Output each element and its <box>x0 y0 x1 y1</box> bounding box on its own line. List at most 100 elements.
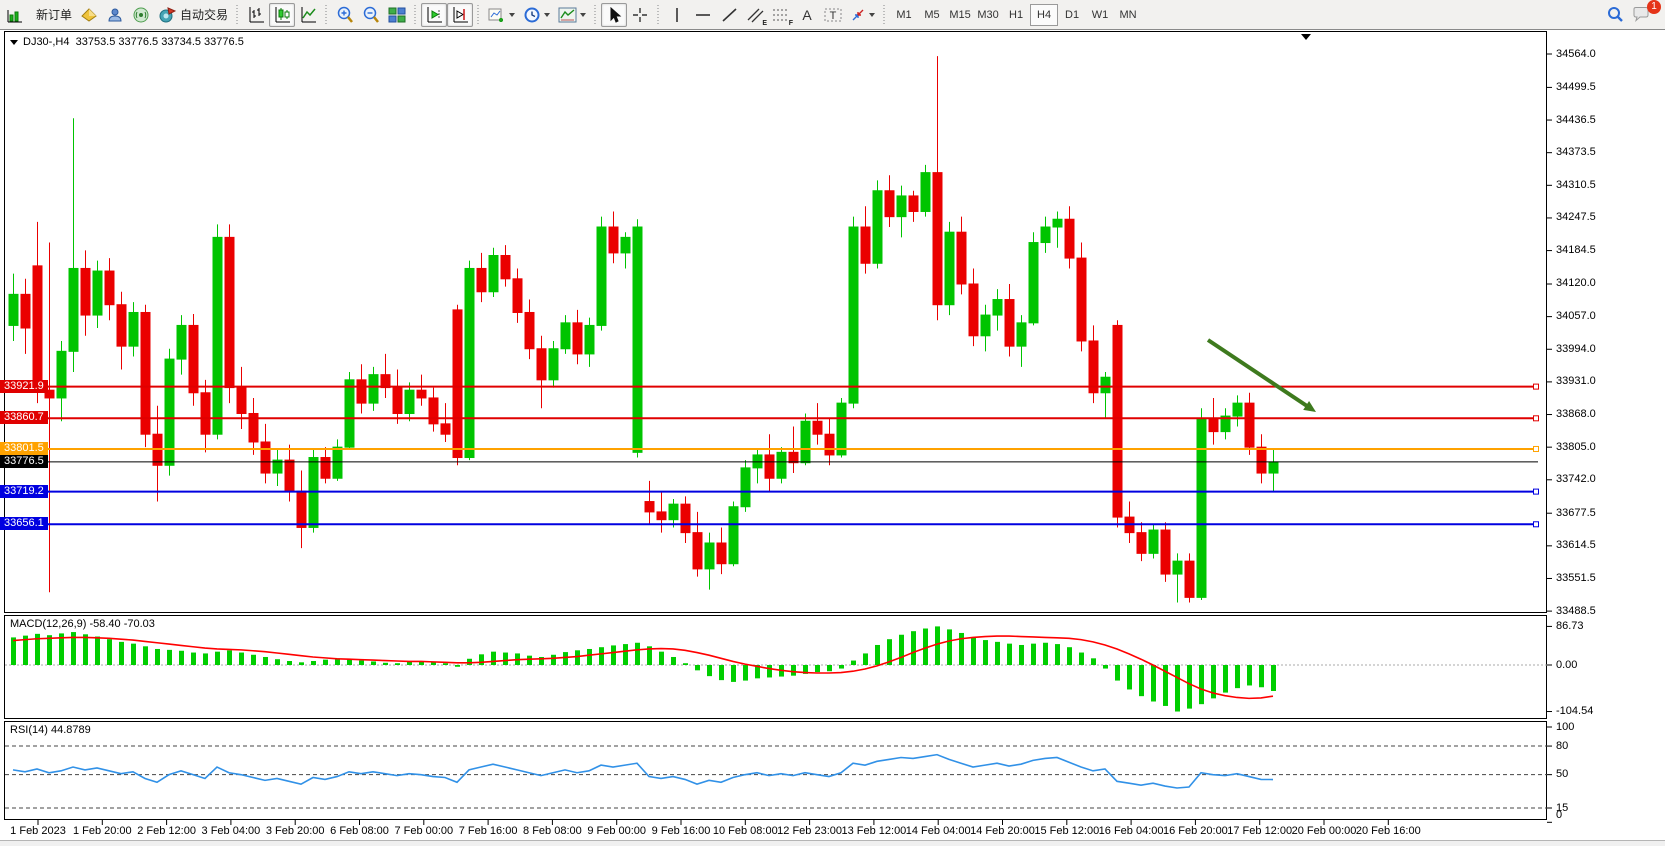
price-tick-label: 33614.5 <box>1556 539 1596 552</box>
community-button[interactable] <box>102 3 128 27</box>
rsi-axis-label: 100 <box>1556 720 1575 733</box>
market-depth-button[interactable] <box>76 3 102 27</box>
zoom-out-icon <box>363 6 380 23</box>
equidistant-channel-button[interactable]: E <box>742 3 768 27</box>
time-axis-label: 13 Feb 12:00 <box>841 825 907 837</box>
macd-axis-label: 0.00 <box>1556 658 1578 671</box>
signals-button[interactable] <box>128 3 154 27</box>
time-axis-label: 17 Feb 12:00 <box>1227 825 1293 837</box>
search-button[interactable] <box>1602 3 1628 27</box>
chart-shift-button[interactable] <box>447 2 474 27</box>
fibonacci-icon <box>773 9 789 20</box>
new-chart-button[interactable] <box>2 3 28 27</box>
main-chart-panel[interactable] <box>4 31 1547 613</box>
crosshair-button[interactable] <box>627 3 653 27</box>
price-tick-label: 34057.0 <box>1556 310 1596 323</box>
timeframe-button-h4[interactable]: H4 <box>1030 3 1059 26</box>
trendline-icon <box>721 7 737 22</box>
line-chart-button[interactable] <box>295 3 321 27</box>
time-axis-label: 2 Feb 12:00 <box>137 825 196 837</box>
chart-shift-icon <box>453 7 468 23</box>
status-strip <box>0 840 1665 846</box>
timeframe-toolbar: M1 M5 M15 M30 H1 H4 D1 W1 MN <box>890 3 1142 26</box>
toolbar-grip[interactable] <box>656 4 662 25</box>
timeframe-button-m30[interactable]: M30 <box>977 8 999 21</box>
dropdown-caret <box>869 12 876 17</box>
time-axis-label: 14 Feb 20:00 <box>970 825 1035 837</box>
templates-button[interactable] <box>554 3 590 27</box>
zoom-in-button[interactable] <box>332 3 358 27</box>
timeframe-button-mn[interactable]: MN <box>1119 8 1137 21</box>
fibonacci-button[interactable]: F <box>768 3 794 27</box>
line-chart-icon <box>301 7 316 23</box>
toolbar-grip[interactable] <box>882 4 888 25</box>
price-tick-label: 33551.5 <box>1556 571 1596 584</box>
macd-axis-label: 86.73 <box>1556 619 1584 632</box>
text-tool-letter: A <box>802 6 812 23</box>
time-axis-label: 6 Feb 08:00 <box>330 825 389 837</box>
price-tick-label: 34247.5 <box>1556 211 1596 224</box>
text-button[interactable]: A <box>794 3 820 27</box>
candlestick-chart-icon <box>275 7 290 23</box>
toolbar-grip[interactable] <box>476 4 482 25</box>
price-tick-label: 34120.0 <box>1556 277 1596 290</box>
search-icon <box>1608 6 1623 22</box>
channel-icon <box>747 8 763 22</box>
time-axis-label: 14 Feb 04:00 <box>905 825 971 837</box>
dropdown-caret <box>544 12 551 17</box>
macd-axis-label: -104.54 <box>1556 705 1594 718</box>
time-axis-label: 20 Feb 16:00 <box>1355 825 1421 837</box>
macd-panel[interactable] <box>4 615 1547 719</box>
periods-button[interactable] <box>519 3 554 27</box>
notifications-button[interactable]: 1 <box>1628 0 1661 27</box>
arrows-button[interactable] <box>846 3 879 27</box>
rsi-axis-label: 15 <box>1556 801 1569 814</box>
price-tick-label: 34564.0 <box>1556 47 1596 60</box>
timeframe-button-w1[interactable]: W1 <box>1091 8 1109 21</box>
time-axis-label: 10 Feb 08:00 <box>712 825 778 837</box>
indicators-button[interactable] <box>484 3 519 27</box>
auto-trading-button[interactable]: 自动交易 <box>154 3 232 27</box>
toolbar-grip[interactable] <box>235 4 241 25</box>
price-tick-label: 34499.5 <box>1556 80 1596 93</box>
price-tick-label: 33677.5 <box>1556 506 1596 519</box>
auto-scroll-button[interactable] <box>421 2 448 27</box>
candlestick-chart-button[interactable] <box>269 2 296 27</box>
add-indicator-icon <box>488 8 504 22</box>
new-order-button[interactable]: 新订单 <box>28 3 76 27</box>
rsi-axis-label: 80 <box>1556 739 1569 752</box>
rsi-axis-label: 0 <box>1556 809 1563 821</box>
toolbar-grip[interactable] <box>413 4 419 25</box>
toolbar-grip[interactable] <box>324 4 330 25</box>
bar-chart-icon <box>249 7 264 23</box>
price-tick-label: 34184.5 <box>1556 244 1596 257</box>
time-axis-label: 15 Feb 12:00 <box>1034 825 1100 837</box>
tile-windows-button[interactable] <box>384 3 410 27</box>
timeframe-button-h1[interactable]: H1 <box>1009 8 1024 21</box>
timeframe-button-m15[interactable]: M15 <box>949 8 971 21</box>
arrows-icon <box>852 9 864 20</box>
vertical-line-button[interactable] <box>664 3 690 27</box>
timeframe-button-d1[interactable]: D1 <box>1065 8 1080 21</box>
cursor-button[interactable] <box>601 2 628 27</box>
horizontal-line-button[interactable] <box>690 3 716 27</box>
tile-windows-icon <box>388 7 406 22</box>
price-tick-label: 34310.5 <box>1556 178 1596 191</box>
bar-chart-button[interactable] <box>243 3 269 27</box>
price-tick-label: 33742.0 <box>1556 473 1596 486</box>
zoom-out-button[interactable] <box>358 3 384 27</box>
time-axis-label: 1 Feb 20:00 <box>72 825 132 837</box>
text-label-button[interactable]: T <box>820 3 846 27</box>
time-axis-label: 1 Feb 2023 <box>10 825 66 837</box>
price-tick-label: 34373.5 <box>1556 146 1596 159</box>
time-axis-label: 7 Feb 00:00 <box>394 825 454 837</box>
rsi-panel[interactable] <box>4 721 1547 820</box>
channel-letter: E <box>762 19 768 27</box>
time-axis-label: 9 Feb 16:00 <box>651 825 711 837</box>
time-axis-label: 7 Feb 16:00 <box>458 825 518 837</box>
timeframe-button-m5[interactable]: M5 <box>924 8 940 21</box>
dropdown-caret <box>509 12 516 17</box>
trendline-button[interactable] <box>716 3 742 27</box>
toolbar-grip[interactable] <box>593 4 599 25</box>
timeframe-button-m1[interactable]: M1 <box>896 8 912 21</box>
